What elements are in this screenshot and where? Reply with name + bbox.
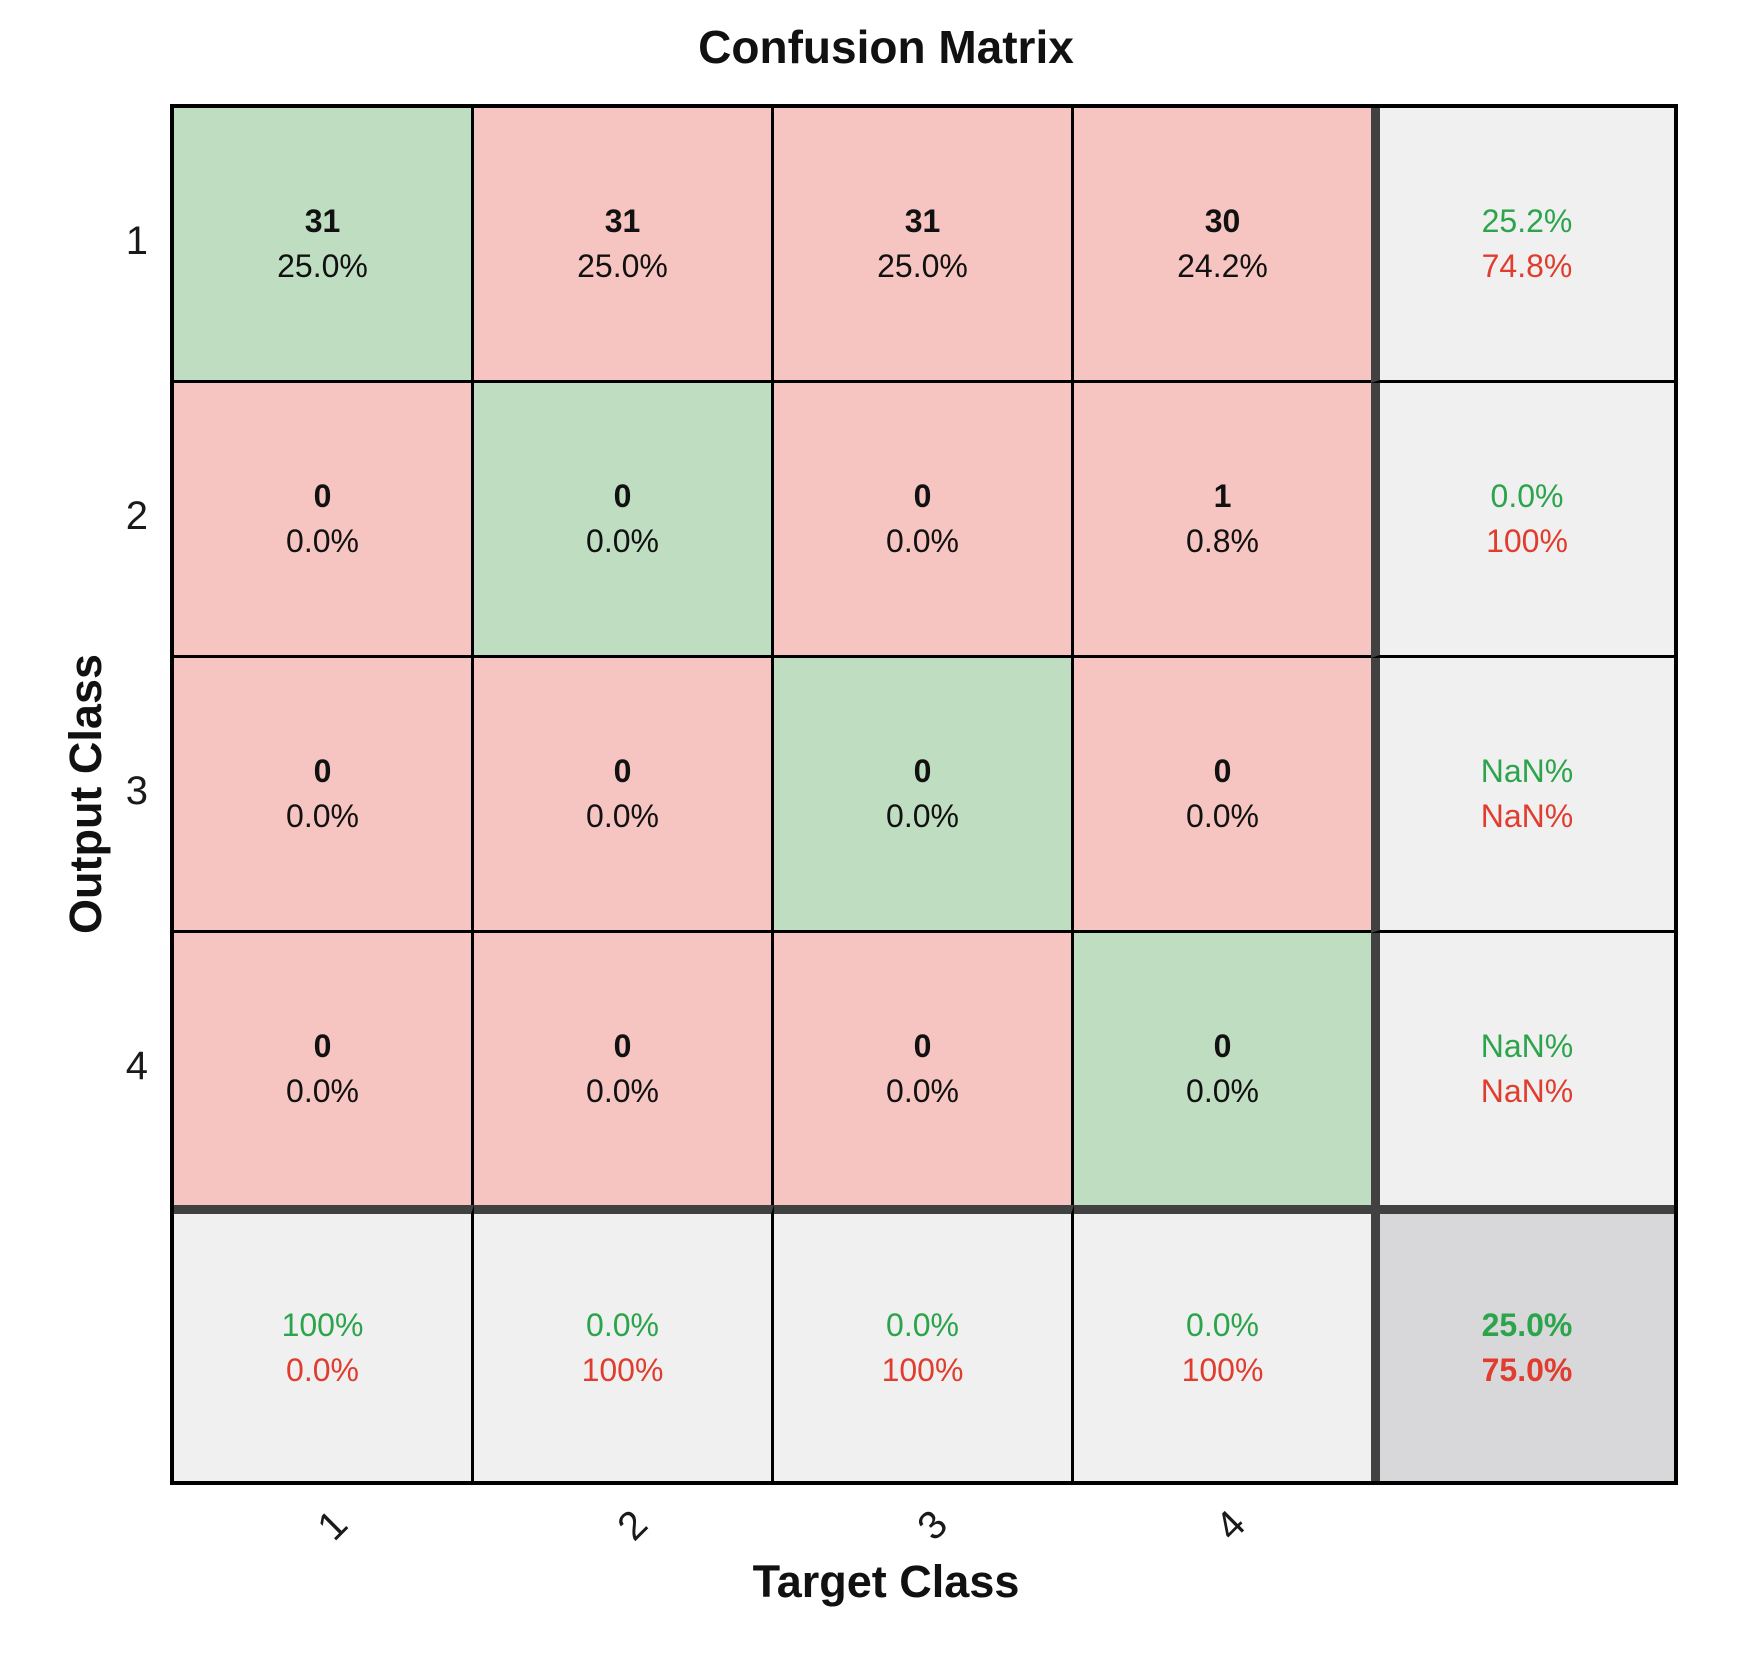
row-summary-4: NaN% NaN% <box>1371 933 1674 1205</box>
matrix-cell-1-1: 31 25.0% <box>174 108 474 383</box>
cell-count: 0 <box>613 1028 632 1064</box>
summary-green: 25.2% <box>1481 203 1573 239</box>
overall-error: 75.0% <box>1481 1351 1573 1388</box>
chart-title: Confusion Matrix <box>698 21 1074 73</box>
matrix-cell-4-2: 0 0.0% <box>474 933 774 1205</box>
cell-percent: 0.0% <box>286 1073 359 1109</box>
overall-accuracy-cell: 25.0% 75.0% <box>1371 1205 1674 1481</box>
matrix-cell-4-3: 0 0.0% <box>774 933 1074 1205</box>
matrix-cell-1-2: 31 25.0% <box>474 108 774 383</box>
cell-count: 0 <box>913 478 932 514</box>
matrix-cell-2-2: 0 0.0% <box>474 383 774 658</box>
matrix-cell-3-3: 0 0.0% <box>774 658 1074 933</box>
col-summary-1: 100% 0.0% <box>174 1205 474 1481</box>
confusion-matrix-grid: 31 25.0% 31 25.0% 31 25.0% 30 24.2% 25.2… <box>170 104 1678 1485</box>
matrix-cell-2-1: 0 0.0% <box>174 383 474 658</box>
summary-green: NaN% <box>1480 753 1574 789</box>
y-tick-4: 4 <box>125 1044 148 1088</box>
summary-red: 0.0% <box>286 1351 359 1388</box>
cell-percent: 25.0% <box>577 248 668 284</box>
summary-red: 100% <box>881 1351 964 1388</box>
cell-percent: 0.0% <box>886 798 959 834</box>
cell-percent: 25.0% <box>877 248 968 284</box>
cell-percent: 24.2% <box>1177 248 1268 284</box>
cell-percent: 0.0% <box>586 523 659 559</box>
row-summary-2: 0.0% 100% <box>1371 383 1674 658</box>
cell-count: 0 <box>613 753 632 789</box>
cell-percent: 0.0% <box>1186 798 1259 834</box>
summary-green: 0.0% <box>586 1306 659 1343</box>
cell-count: 0 <box>313 1028 332 1064</box>
y-tick-2: 2 <box>125 494 148 538</box>
row-summary-1: 25.2% 74.8% <box>1371 108 1674 383</box>
cell-count: 0 <box>913 1028 932 1064</box>
cell-count: 1 <box>1213 478 1232 514</box>
matrix-cell-2-4: 1 0.8% <box>1074 383 1371 658</box>
cell-count: 31 <box>304 203 341 239</box>
y-tick-1: 1 <box>125 219 148 263</box>
matrix-cell-4-4: 0 0.0% <box>1074 933 1371 1205</box>
summary-red: 100% <box>1486 523 1568 559</box>
summary-green: 0.0% <box>886 1306 959 1343</box>
x-axis-label: Target Class <box>752 1556 1020 1607</box>
cell-percent: 0.0% <box>286 523 359 559</box>
cell-count: 0 <box>313 478 332 514</box>
matrix-cell-3-2: 0 0.0% <box>474 658 774 933</box>
summary-green: 0.0% <box>1490 478 1564 514</box>
matrix-cell-2-3: 0 0.0% <box>774 383 1074 658</box>
cell-percent: 0.0% <box>886 523 959 559</box>
summary-red: 74.8% <box>1481 248 1573 284</box>
y-tick-3: 3 <box>125 769 148 813</box>
overall-accuracy: 25.0% <box>1481 1306 1573 1343</box>
col-summary-2: 0.0% 100% <box>474 1205 774 1481</box>
matrix-cell-1-4: 30 24.2% <box>1074 108 1371 383</box>
cell-percent: 0.8% <box>1186 523 1259 559</box>
cell-percent: 25.0% <box>277 248 368 284</box>
cell-count: 0 <box>1213 753 1232 789</box>
matrix-cell-3-4: 0 0.0% <box>1074 658 1371 933</box>
matrix-cell-4-1: 0 0.0% <box>174 933 474 1205</box>
row-summary-3: NaN% NaN% <box>1371 658 1674 933</box>
col-summary-4: 0.0% 100% <box>1074 1205 1371 1481</box>
cell-percent: 0.0% <box>586 798 659 834</box>
summary-red: NaN% <box>1480 1073 1574 1109</box>
cell-percent: 0.0% <box>586 1073 659 1109</box>
cell-count: 31 <box>904 203 941 239</box>
summary-red: 100% <box>1181 1351 1264 1388</box>
summary-red: 100% <box>581 1351 664 1388</box>
cell-percent: 0.0% <box>286 798 359 834</box>
cell-count: 0 <box>1213 1028 1232 1064</box>
cell-percent: 0.0% <box>886 1073 959 1109</box>
summary-green: 100% <box>281 1306 364 1343</box>
cell-count: 0 <box>313 753 332 789</box>
cell-percent: 0.0% <box>1186 1073 1259 1109</box>
matrix-cell-1-3: 31 25.0% <box>774 108 1074 383</box>
cell-count: 0 <box>613 478 632 514</box>
cell-count: 0 <box>913 753 932 789</box>
summary-green: 0.0% <box>1186 1306 1259 1343</box>
cell-count: 30 <box>1204 203 1241 239</box>
summary-green: NaN% <box>1480 1028 1574 1064</box>
col-summary-3: 0.0% 100% <box>774 1205 1074 1481</box>
cell-count: 31 <box>604 203 641 239</box>
matrix-cell-3-1: 0 0.0% <box>174 658 474 933</box>
summary-red: NaN% <box>1480 798 1574 834</box>
